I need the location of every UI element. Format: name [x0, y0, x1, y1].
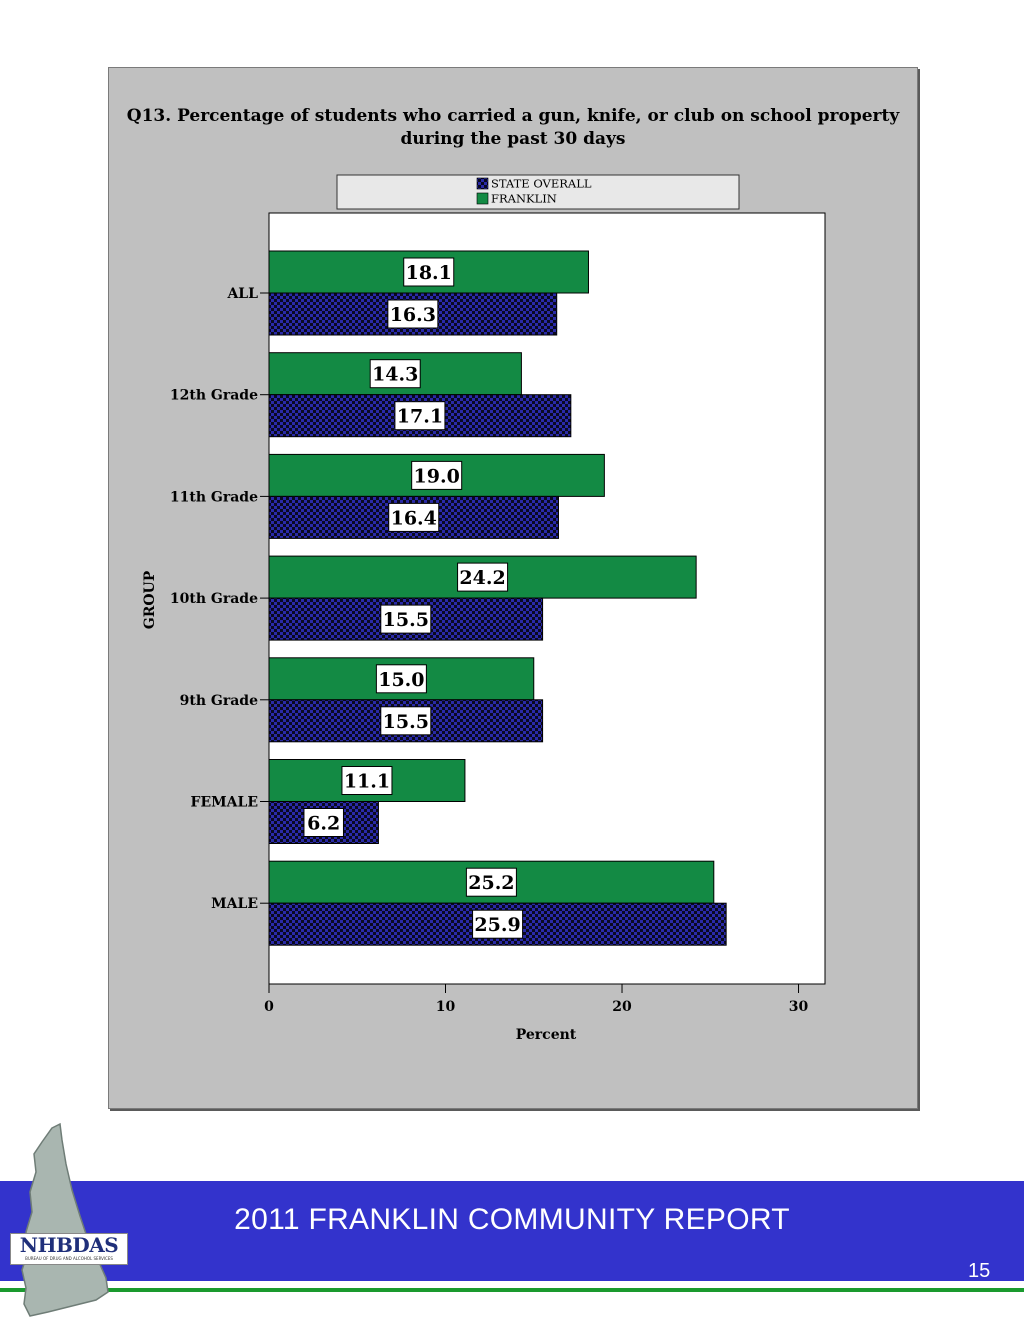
- legend-label-franklin: FRANKLIN: [491, 192, 557, 206]
- x-axis-label: Percent: [516, 1027, 577, 1043]
- data-label-state-10th-grade: 15.5: [383, 609, 429, 631]
- nhbdas-logo: NHBDAS BUREAU OF DRUG AND ALCOHOL SERVIC…: [10, 1233, 128, 1265]
- data-label-state-9th-grade: 15.5: [383, 711, 429, 733]
- page-number: 15: [968, 1260, 991, 1282]
- legend-label-state: STATE OVERALL: [491, 177, 592, 191]
- data-label-franklin-10th-grade: 24.2: [459, 567, 505, 589]
- data-label-franklin-female: 11.1: [344, 771, 390, 793]
- bars-layer: 18.1 16.3 14.3 17.1 19.0 16.4 24.2 15.5 15.0 15.5…: [268, 250, 727, 946]
- data-label-franklin-11th-grade: 19.0: [414, 465, 460, 487]
- data-label-box-franklin-10th-grade: [457, 562, 509, 592]
- data-label-box-state-10th-grade: [380, 604, 432, 634]
- data-label-box-franklin-11th-grade: [411, 460, 463, 490]
- data-label-box-state-all: [387, 299, 439, 329]
- data-label-box-franklin-all: [403, 257, 455, 287]
- data-label-state-all: 16.3: [390, 304, 436, 326]
- x-tick-label-30: 30: [789, 999, 809, 1015]
- x-tick-label-10: 10: [436, 999, 456, 1015]
- x-tick-label-0: 0: [264, 999, 274, 1015]
- data-label-box-franklin-female: [341, 766, 393, 795]
- data-label-box-state-9th-grade: [380, 706, 432, 736]
- footer-rule: [0, 1288, 1024, 1292]
- y-tick-label-12th-grade: 12th Grade: [170, 388, 258, 404]
- y-axis-label: GROUP: [142, 570, 158, 629]
- new-hampshire-state-icon: [21, 1122, 109, 1317]
- chart-panel: Q13. Percentage of students who carried …: [108, 67, 918, 1109]
- chart-title-line1: Q13. Percentage of students who carried …: [127, 106, 901, 126]
- data-label-franklin-9th-grade: 15.0: [378, 669, 424, 691]
- footer-band: [0, 1181, 1024, 1281]
- axes-layer: ALL 12th Grade 11th Grade 10th Grade 9th Gra…: [170, 286, 809, 1015]
- y-tick-label-9th-grade: 9th Grade: [180, 693, 258, 709]
- data-label-box-state-female: [303, 808, 344, 837]
- x-tick-label-20: 20: [612, 999, 632, 1015]
- data-label-box-state-11th-grade: [388, 502, 440, 532]
- data-label-state-female: 6.2: [307, 813, 340, 835]
- data-label-state-male: 25.9: [474, 914, 520, 936]
- y-tick-label-10th-grade: 10th Grade: [170, 591, 258, 607]
- y-tick-label-11th-grade: 11th Grade: [170, 489, 258, 505]
- y-tick-label-all: ALL: [226, 286, 258, 302]
- data-label-box-franklin-9th-grade: [375, 664, 427, 694]
- logo-subtext: BUREAU OF DRUG AND ALCOHOL SERVICES: [25, 1256, 113, 1261]
- legend-swatch-state: [476, 177, 489, 190]
- chart-title-line2: during the past 30 days: [401, 129, 626, 149]
- legend-swatch-franklin: [476, 192, 489, 205]
- report-title: 2011 FRANKLIN COMMUNITY REPORT: [234, 1203, 790, 1236]
- y-tick-label-male: MALE: [211, 896, 258, 912]
- data-label-box-state-12th-grade: [394, 401, 446, 431]
- data-label-box-state-male: [472, 909, 524, 939]
- bar-chart: Q13. Percentage of students who carried …: [127, 106, 901, 1043]
- data-label-box-franklin-12th-grade: [369, 359, 421, 389]
- data-label-state-12th-grade: 17.1: [397, 406, 443, 428]
- logo-text: NHBDAS: [19, 1233, 119, 1257]
- legend: STATE OVERALL FRANKLIN: [336, 174, 740, 210]
- data-label-box-franklin-male: [465, 867, 517, 897]
- legend-box: [336, 174, 740, 210]
- data-label-franklin-all: 18.1: [406, 262, 452, 284]
- data-label-state-11th-grade: 16.4: [391, 507, 437, 529]
- y-tick-label-female: FEMALE: [191, 795, 258, 811]
- data-label-franklin-12th-grade: 14.3: [372, 364, 418, 386]
- data-label-franklin-male: 25.2: [468, 872, 514, 894]
